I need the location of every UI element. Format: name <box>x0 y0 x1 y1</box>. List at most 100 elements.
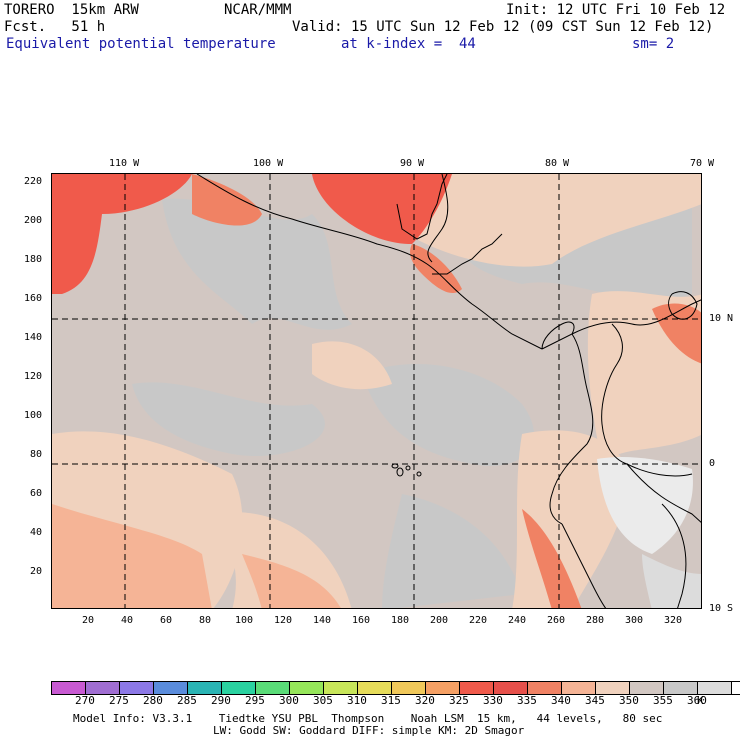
level-index: at k-index = 44 <box>341 36 476 52</box>
lon-label: 90 W <box>400 158 425 169</box>
legend-value-label: 285 <box>177 694 197 707</box>
y-tick-label: 200 <box>24 215 43 226</box>
x-tick-label: 240 <box>508 615 527 626</box>
x-tick-label: 40 <box>121 615 134 626</box>
legend-swatch <box>732 682 740 694</box>
legend-swatch <box>256 682 290 694</box>
y-tick-label: 60 <box>30 488 43 499</box>
x-tick-label: 280 <box>586 615 605 626</box>
model-name: TORERO 15km ARW <box>4 2 139 18</box>
legend-swatch <box>120 682 154 694</box>
legend-swatch <box>52 682 86 694</box>
lon-label: 100 W <box>253 158 284 169</box>
lon-label: 70 W <box>690 158 715 169</box>
legend-swatch <box>596 682 630 694</box>
lon-label: 110 W <box>109 158 140 169</box>
y-tick-label: 20 <box>30 566 43 577</box>
y-tick-label: 160 <box>24 293 43 304</box>
galapagos-islands <box>391 463 422 477</box>
x-tick-label: 260 <box>547 615 566 626</box>
y-tick-label: 80 <box>30 449 43 460</box>
legend-value-label: 275 <box>109 694 129 707</box>
legend-swatch <box>664 682 698 694</box>
legend-swatch <box>494 682 528 694</box>
legend-swatch <box>324 682 358 694</box>
center-name: NCAR/MMM <box>224 2 292 18</box>
x-tick-label: 320 <box>664 615 683 626</box>
legend-unit: K <box>697 694 704 707</box>
x-tick-label: 140 <box>313 615 332 626</box>
graticule <box>52 174 701 608</box>
red-region <box>312 174 452 244</box>
x-tick-label: 220 <box>469 615 488 626</box>
legend-value-label: 320 <box>415 694 435 707</box>
white-region <box>597 457 693 554</box>
smoothing: sm= 2 <box>632 36 675 52</box>
x-tick-label: 60 <box>160 615 173 626</box>
lat-label: 0 <box>709 458 716 469</box>
salmon-region <box>522 509 582 608</box>
legend-swatch <box>392 682 426 694</box>
valid-time: Valid: 15 UTC Sun 12 Feb 12 (09 CST Sun … <box>292 19 714 35</box>
x-tick-label: 300 <box>625 615 644 626</box>
forecast-hour: Fcst. 51 h <box>4 19 106 35</box>
legend-value-label: 335 <box>517 694 537 707</box>
legend-value-label: 315 <box>381 694 401 707</box>
legend-value-label: 340 <box>551 694 571 707</box>
legend-value-label: 290 <box>211 694 231 707</box>
x-tick-label: 120 <box>274 615 293 626</box>
y-tick-label: 180 <box>24 254 43 265</box>
legend-value-label: 295 <box>245 694 265 707</box>
y-tick-label: 40 <box>30 527 43 538</box>
legend-swatch <box>358 682 392 694</box>
model-info: Model Info: V3.3.1 Tiedtke YSU PBL Thomp… <box>73 712 663 725</box>
grey-region <box>162 198 352 330</box>
salmon-region <box>410 244 462 294</box>
lon-label: 80 W <box>545 158 570 169</box>
red-region <box>52 174 192 294</box>
legend-value-label: 300 <box>279 694 299 707</box>
salmon-region <box>242 554 341 608</box>
x-tick-label: 180 <box>391 615 410 626</box>
x-tick-label: 200 <box>430 615 449 626</box>
grey-region <box>382 494 522 608</box>
coastline <box>196 174 701 608</box>
x-tick-label: 160 <box>352 615 371 626</box>
grey-region <box>362 364 534 466</box>
legend-value-label: 330 <box>483 694 503 707</box>
legend-value-label: 280 <box>143 694 163 707</box>
map-canvas <box>52 174 701 608</box>
pale-grey-region <box>642 554 701 608</box>
legend-swatch <box>426 682 460 694</box>
legend-swatch <box>528 682 562 694</box>
lat-label: 10 N <box>709 313 734 324</box>
legend-swatch <box>290 682 324 694</box>
legend-value-label: 360 <box>687 694 707 707</box>
legend-swatch <box>698 682 732 694</box>
x-tick-label: 20 <box>82 615 95 626</box>
init-time: Init: 12 UTC Fri 10 Feb 12 <box>506 2 726 18</box>
theta-e-map <box>51 173 702 609</box>
salmon-region <box>192 174 262 226</box>
legend-value-label: 325 <box>449 694 469 707</box>
legend-value-label: 355 <box>653 694 673 707</box>
legend-value-label: 350 <box>619 694 639 707</box>
legend-value-label: 345 <box>585 694 605 707</box>
y-tick-label: 220 <box>24 176 43 187</box>
legend-swatch <box>86 682 120 694</box>
y-tick-label: 120 <box>24 371 43 382</box>
y-tick-label: 100 <box>24 410 43 421</box>
x-tick-label: 80 <box>199 615 212 626</box>
model-physics: LW: Godd SW: Goddard DIFF: simple KM: 2D… <box>213 724 525 737</box>
field-name: Equivalent potential temperature <box>6 36 276 52</box>
y-tick-label: 140 <box>24 332 43 343</box>
legend-value-label: 270 <box>75 694 95 707</box>
legend-swatch <box>460 682 494 694</box>
legend-value-label: 310 <box>347 694 367 707</box>
color-legend <box>51 681 740 695</box>
grey-region <box>132 382 325 456</box>
legend-swatch <box>562 682 596 694</box>
legend-value-label: 305 <box>313 694 333 707</box>
legend-swatch <box>154 682 188 694</box>
salmon-region <box>52 504 212 608</box>
